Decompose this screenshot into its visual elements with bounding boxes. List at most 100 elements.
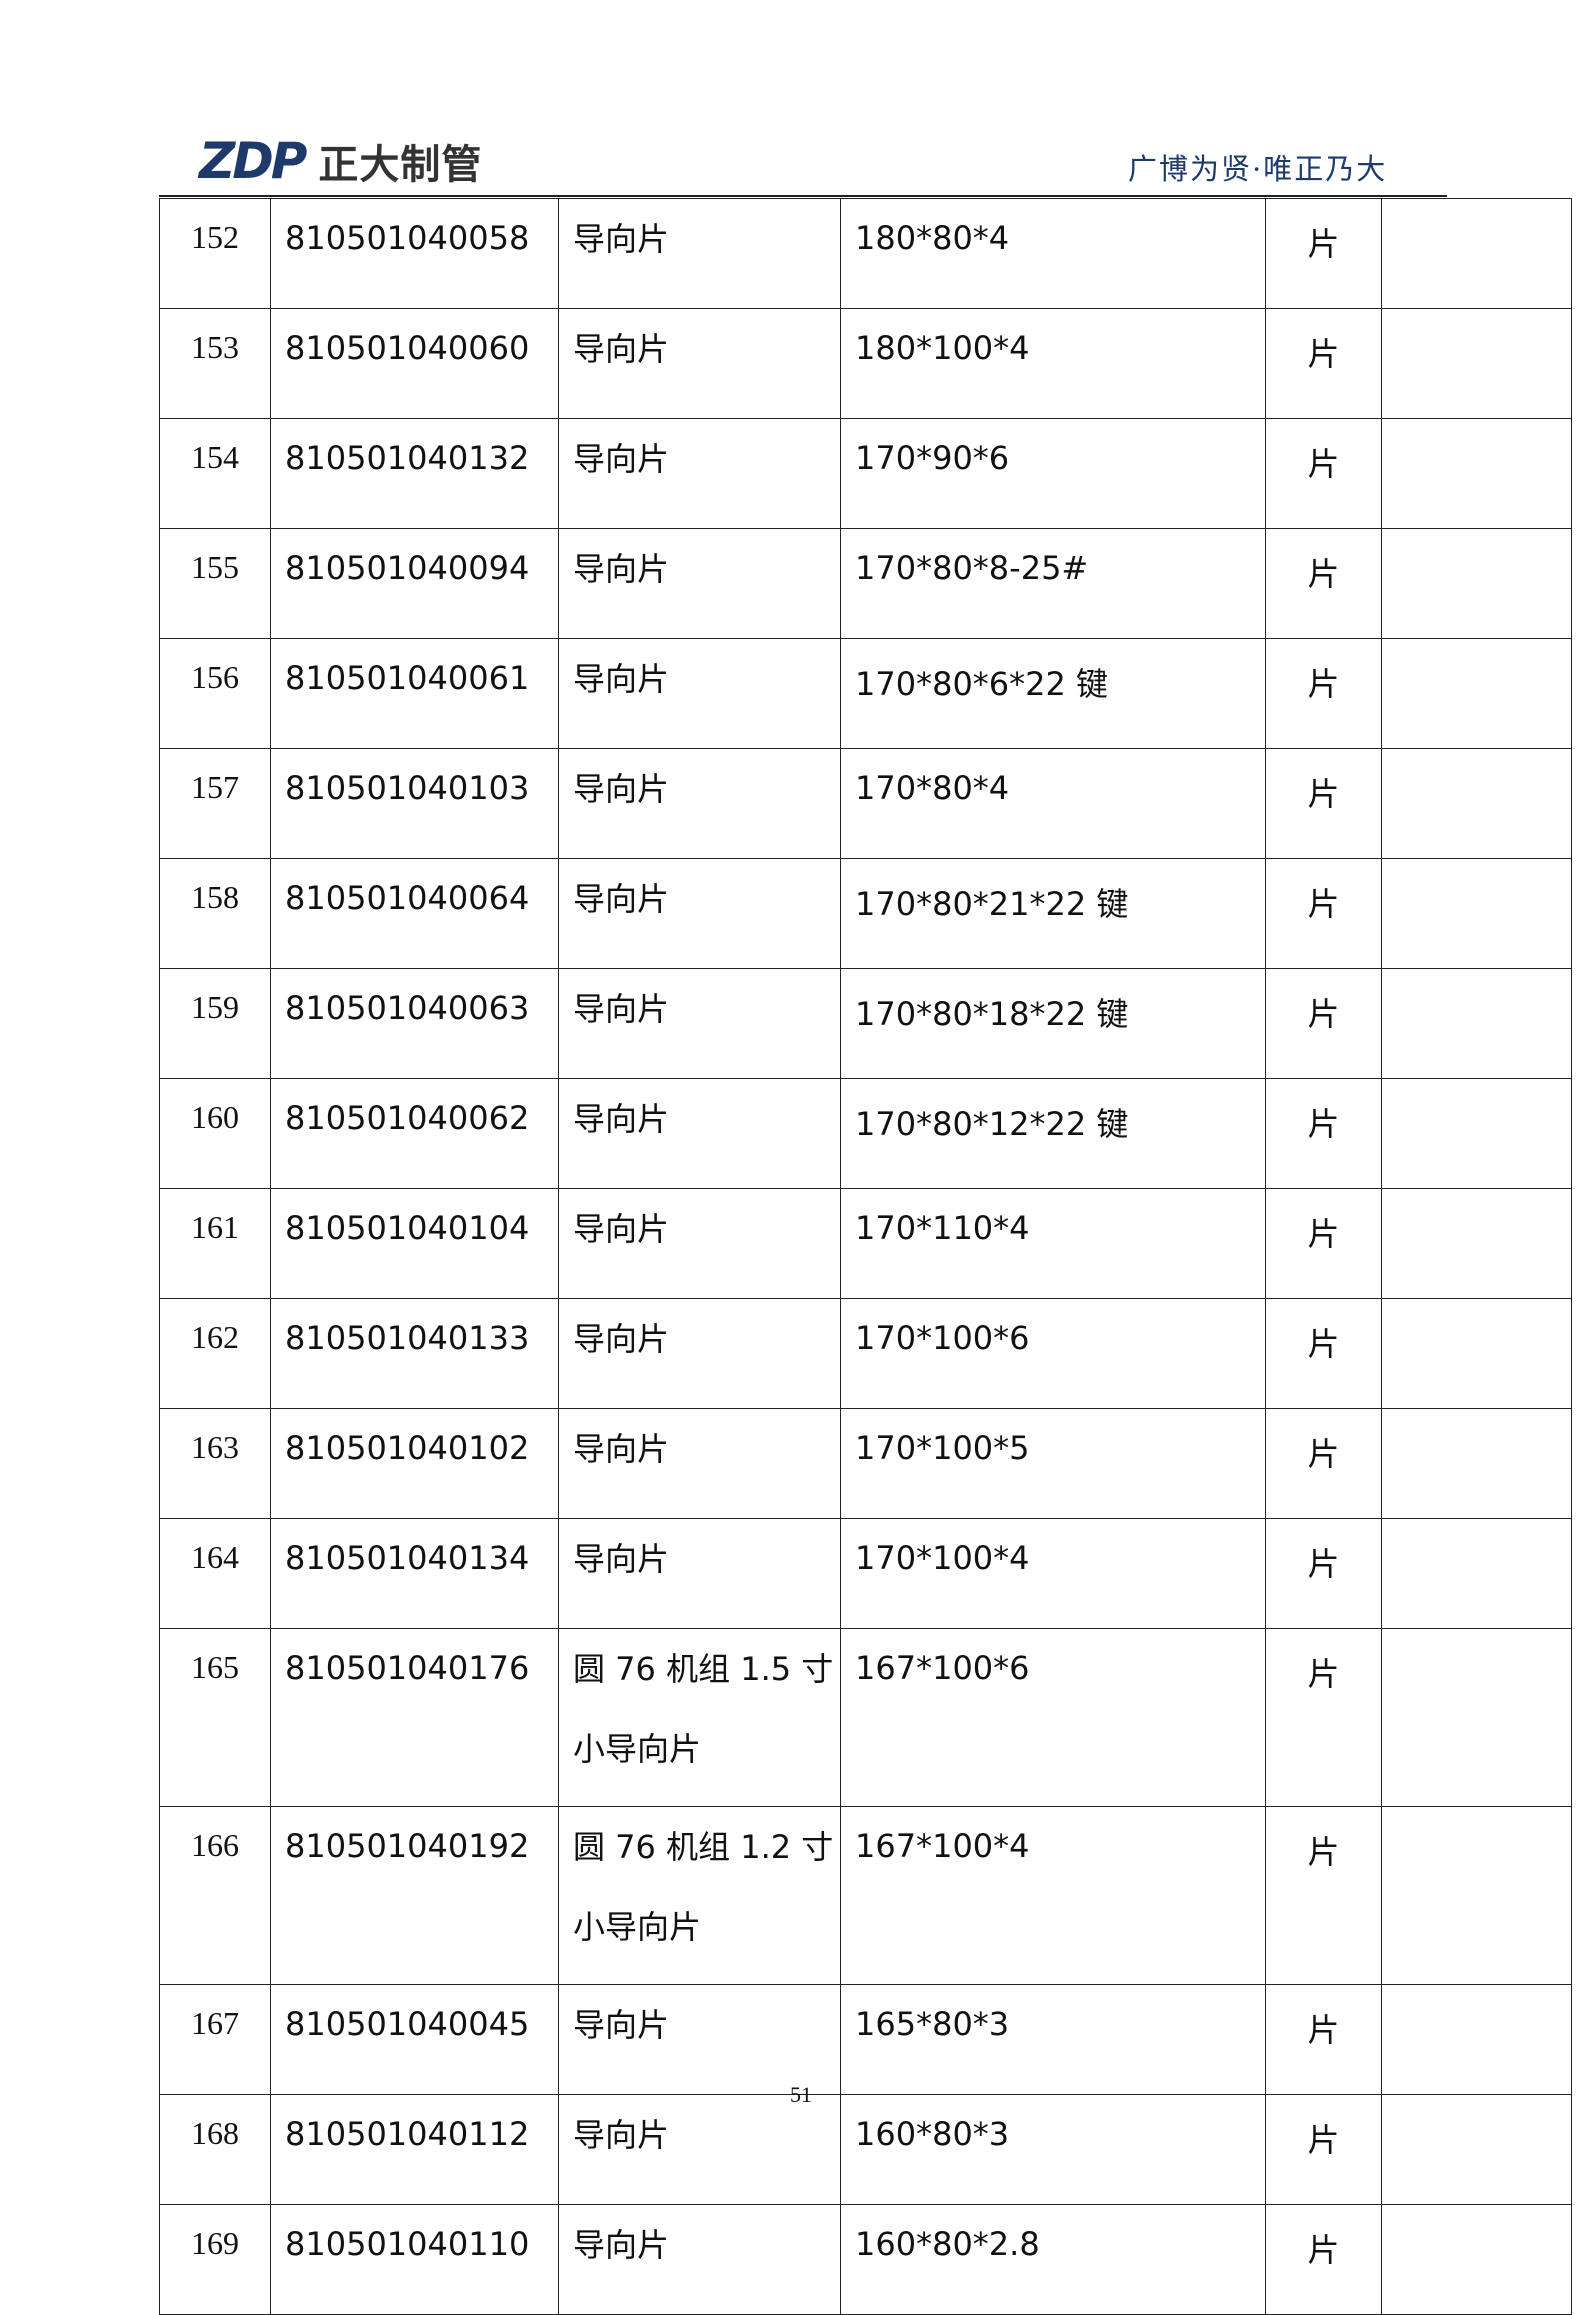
cell-spec: 170*80*6*22 键	[840, 638, 1266, 749]
cell-name: 导向片	[558, 1298, 841, 1409]
cell-unit: 片	[1265, 1518, 1382, 1629]
cell-no: 169	[159, 2204, 271, 2315]
cell-note	[1381, 858, 1572, 969]
cell-no: 156	[159, 638, 271, 749]
cell-no: 159	[159, 968, 271, 1079]
cell-spec: 170*110*4	[840, 1188, 1266, 1299]
cell-unit: 片	[1265, 528, 1382, 639]
cell-code: 810501040062	[270, 1078, 559, 1189]
company-logo: ZDP 正大制管	[199, 132, 482, 190]
cell-spec: 160*80*2.8	[840, 2204, 1266, 2315]
cell-spec: 170*80*12*22 键	[840, 1078, 1266, 1189]
cell-note	[1381, 1628, 1572, 1807]
table-row: 153 810501040060 导向片 180*100*4 片	[159, 308, 1572, 419]
cell-spec: 170*80*4	[840, 748, 1266, 859]
table-row: 169 810501040110 导向片 160*80*2.8 片	[159, 2204, 1572, 2315]
cell-no: 164	[159, 1518, 271, 1629]
cell-code: 810501040045	[270, 1984, 559, 2095]
cell-note	[1381, 1408, 1572, 1519]
cell-note	[1381, 638, 1572, 749]
cell-no: 153	[159, 308, 271, 419]
cell-spec: 180*80*4	[840, 198, 1266, 309]
cell-spec: 167*100*4	[840, 1806, 1266, 1985]
cell-unit: 片	[1265, 748, 1382, 859]
cell-no: 165	[159, 1628, 271, 1807]
cell-note	[1381, 308, 1572, 419]
cell-unit: 片	[1265, 418, 1382, 529]
cell-no: 166	[159, 1806, 271, 1985]
cell-name: 导向片	[558, 2094, 841, 2205]
cell-unit: 片	[1265, 1298, 1382, 1409]
cell-code: 810501040064	[270, 858, 559, 969]
cell-spec: 165*80*3	[840, 1984, 1266, 2095]
cell-name: 圆 76 机组 1.5 寸小导向片	[558, 1628, 841, 1807]
cell-note	[1381, 748, 1572, 859]
logo-text: 正大制管	[318, 142, 483, 188]
cell-name: 导向片	[558, 858, 841, 969]
table-row: 162 810501040133 导向片 170*100*6 片	[159, 1298, 1572, 1409]
cell-no: 154	[159, 418, 271, 529]
cell-code: 810501040132	[270, 418, 559, 529]
cell-unit: 片	[1265, 198, 1382, 309]
cell-name: 导向片	[558, 528, 841, 639]
cell-unit: 片	[1265, 968, 1382, 1079]
cell-name: 导向片	[558, 1188, 841, 1299]
cell-name: 导向片	[558, 1408, 841, 1519]
table-row: 159 810501040063 导向片 170*80*18*22 键片	[159, 968, 1572, 1079]
cell-note	[1381, 1806, 1572, 1985]
cell-unit: 片	[1265, 1984, 1382, 2095]
cell-spec: 160*80*3	[840, 2094, 1266, 2205]
cell-name: 导向片	[558, 748, 841, 859]
cell-name: 导向片	[558, 418, 841, 529]
cell-code: 810501040094	[270, 528, 559, 639]
cell-unit: 片	[1265, 2204, 1382, 2315]
table-row: 167 810501040045 导向片 165*80*3 片	[159, 1984, 1572, 2095]
cell-code: 810501040134	[270, 1518, 559, 1629]
table-row: 163 810501040102 导向片 170*100*5 片	[159, 1408, 1572, 1519]
cell-no: 167	[159, 1984, 271, 2095]
cell-unit: 片	[1265, 1628, 1382, 1807]
cell-unit: 片	[1265, 1806, 1382, 1985]
cell-no: 158	[159, 858, 271, 969]
cell-name: 导向片	[558, 968, 841, 1079]
cell-spec: 167*100*6	[840, 1628, 1266, 1807]
cell-note	[1381, 528, 1572, 639]
parts-table: 152 810501040058 导向片 180*80*4 片 153 8105010400…	[159, 198, 1572, 2315]
cell-code: 810501040063	[270, 968, 559, 1079]
cell-no: 157	[159, 748, 271, 859]
cell-note	[1381, 2094, 1572, 2205]
cell-note	[1381, 1078, 1572, 1189]
cell-code: 810501040060	[270, 308, 559, 419]
cell-code: 810501040192	[270, 1806, 559, 1985]
cell-code: 810501040103	[270, 748, 559, 859]
cell-code: 810501040061	[270, 638, 559, 749]
cell-code: 810501040104	[270, 1188, 559, 1299]
cell-name: 导向片	[558, 1984, 841, 2095]
table-row: 168 810501040112 导向片 160*80*3 片	[159, 2094, 1572, 2205]
cell-unit: 片	[1265, 858, 1382, 969]
header-slogan: 广博为贤·唯正乃大	[1128, 152, 1388, 186]
cell-no: 160	[159, 1078, 271, 1189]
cell-code: 810501040058	[270, 198, 559, 309]
cell-note	[1381, 1984, 1572, 2095]
cell-spec: 170*80*21*22 键	[840, 858, 1266, 969]
cell-unit: 片	[1265, 2094, 1382, 2205]
cell-code: 810501040112	[270, 2094, 559, 2205]
cell-note	[1381, 1188, 1572, 1299]
cell-spec: 170*100*5	[840, 1408, 1266, 1519]
cell-code: 810501040176	[270, 1628, 559, 1807]
table-row: 164 810501040134 导向片 170*100*4 片	[159, 1518, 1572, 1629]
cell-spec: 170*100*6	[840, 1298, 1266, 1409]
cell-note	[1381, 418, 1572, 529]
cell-spec: 170*90*6	[840, 418, 1266, 529]
cell-spec: 180*100*4	[840, 308, 1266, 419]
cell-no: 168	[159, 2094, 271, 2205]
cell-unit: 片	[1265, 1188, 1382, 1299]
cell-name: 导向片	[558, 1518, 841, 1629]
cell-name: 导向片	[558, 198, 841, 309]
cell-code: 810501040110	[270, 2204, 559, 2315]
cell-unit: 片	[1265, 308, 1382, 419]
cell-note	[1381, 1518, 1572, 1629]
cell-no: 163	[159, 1408, 271, 1519]
cell-spec: 170*80*8-25#	[840, 528, 1266, 639]
